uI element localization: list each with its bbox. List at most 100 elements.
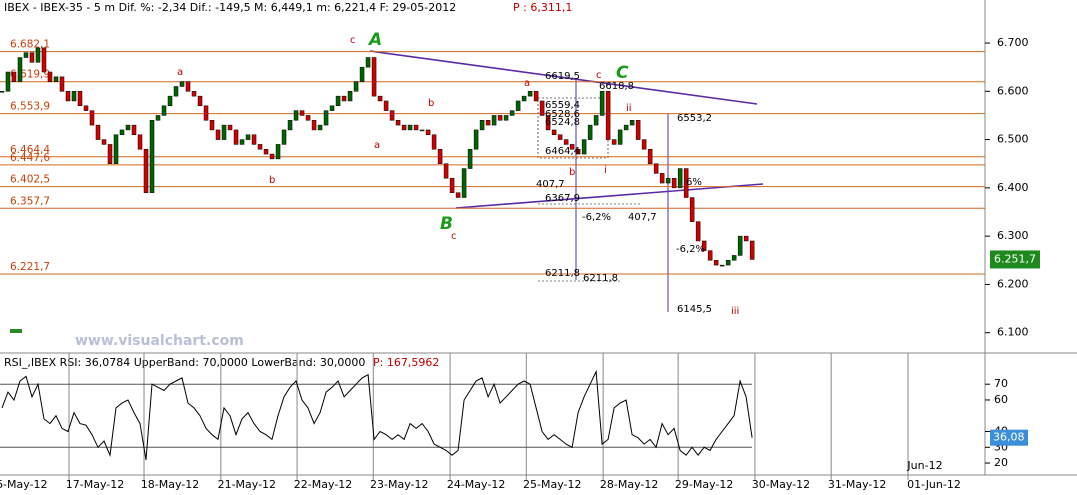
- candle: [473, 129, 479, 150]
- candle: [185, 81, 191, 92]
- y-tick-label: 6.400: [997, 181, 1029, 194]
- candle: [119, 129, 125, 136]
- candle: [179, 81, 185, 87]
- price-note: 6524,8: [545, 117, 580, 128]
- candle: [167, 95, 173, 107]
- price-note: 6559,4: [545, 100, 580, 111]
- candle: [41, 47, 47, 73]
- candle: [551, 129, 557, 136]
- wave-label: C: [616, 63, 629, 83]
- candle: [539, 100, 545, 116]
- candle: [461, 168, 467, 198]
- candle: [17, 57, 23, 82]
- icon: [10, 329, 22, 333]
- candle: [731, 255, 737, 261]
- level-label: 6.357,7: [10, 195, 50, 207]
- candle: [581, 139, 587, 155]
- candle: [131, 124, 137, 136]
- candle: [521, 95, 527, 102]
- candle: [377, 95, 383, 102]
- candle: [77, 91, 83, 107]
- watermark: www.visualchart.com: [75, 333, 244, 349]
- candle: [59, 76, 65, 92]
- candle: [629, 120, 635, 126]
- candle: [563, 139, 569, 145]
- candle: [635, 120, 641, 140]
- candle: [707, 250, 713, 261]
- candle: [221, 124, 227, 140]
- candle: [371, 57, 377, 97]
- candle: [611, 139, 617, 145]
- x-tick-label: 01-Jun-12: [907, 478, 961, 491]
- candle: [275, 144, 281, 160]
- candle: [23, 52, 29, 58]
- candle: [65, 91, 71, 102]
- candle: [605, 91, 611, 140]
- candle: [359, 66, 365, 82]
- candle: [299, 110, 305, 116]
- candle: [455, 192, 461, 198]
- candle: [149, 120, 155, 193]
- candle: [671, 177, 677, 189]
- candle: [5, 71, 11, 92]
- candle: [11, 71, 17, 82]
- level-label: 6.402,5: [10, 174, 50, 186]
- candle: [287, 120, 293, 131]
- x-tick-label: 31-May-12: [828, 478, 886, 491]
- x-tick-label: 17-May-12: [66, 478, 124, 491]
- x-tick-label: 30-May-12: [752, 478, 810, 491]
- candle: [407, 124, 413, 131]
- wave-sub-label: ii: [626, 103, 632, 114]
- candle: [101, 139, 107, 145]
- wave-sub-label: b: [569, 167, 575, 178]
- x-tick-label: 6-May-12: [0, 478, 48, 491]
- candle: [209, 120, 215, 131]
- level-label: 6.447,6: [10, 152, 50, 164]
- wave-sub-label: c: [451, 231, 457, 242]
- candle: [683, 168, 689, 198]
- candle: [107, 144, 113, 164]
- candle: [35, 47, 41, 63]
- candle: [467, 148, 473, 169]
- y-tick-label: 6.600: [997, 84, 1029, 97]
- x-tick-label: 29-May-12: [675, 478, 733, 491]
- wave-sub-label: a: [177, 67, 183, 78]
- candle: [311, 120, 317, 131]
- wave-sub-label: c: [350, 35, 356, 46]
- rsi-last-box: [990, 429, 1028, 446]
- y-tick-label: 6.200: [997, 277, 1029, 290]
- candle: [113, 134, 119, 164]
- candle: [713, 260, 719, 266]
- candle: [617, 129, 623, 145]
- candle: [689, 197, 695, 222]
- wave-sub-label: iii: [731, 306, 739, 317]
- candle: [47, 71, 53, 82]
- price-note: 6618,8: [599, 81, 634, 92]
- x-tick-label: 18-May-12: [141, 478, 199, 491]
- candle: [497, 115, 503, 121]
- price-note: -6,2%: [676, 244, 705, 255]
- candle: [599, 91, 605, 116]
- candle: [575, 148, 581, 155]
- y-tick-label: 6.100: [997, 326, 1029, 339]
- candle: [509, 110, 515, 116]
- last-price-label: 6.251,7: [994, 252, 1036, 265]
- candle: [515, 100, 521, 111]
- candle: [143, 148, 149, 193]
- candle: [449, 177, 455, 193]
- y-tick-label: 6.300: [997, 229, 1029, 242]
- rsi-tick-label: 70: [994, 377, 1008, 390]
- wave-sub-label: a: [524, 78, 530, 89]
- x-tick-label: 23-May-12: [370, 478, 428, 491]
- wave-label: A: [367, 30, 382, 50]
- candle: [83, 105, 89, 111]
- candle: [533, 91, 539, 102]
- last-price-box: [990, 250, 1040, 269]
- candle: [227, 124, 233, 131]
- wave-sub-label: a: [374, 140, 380, 151]
- price-note: 6211,8: [545, 268, 580, 279]
- y-tick-label: 6.700: [997, 36, 1029, 49]
- candle: [431, 134, 437, 150]
- candle: [125, 124, 131, 131]
